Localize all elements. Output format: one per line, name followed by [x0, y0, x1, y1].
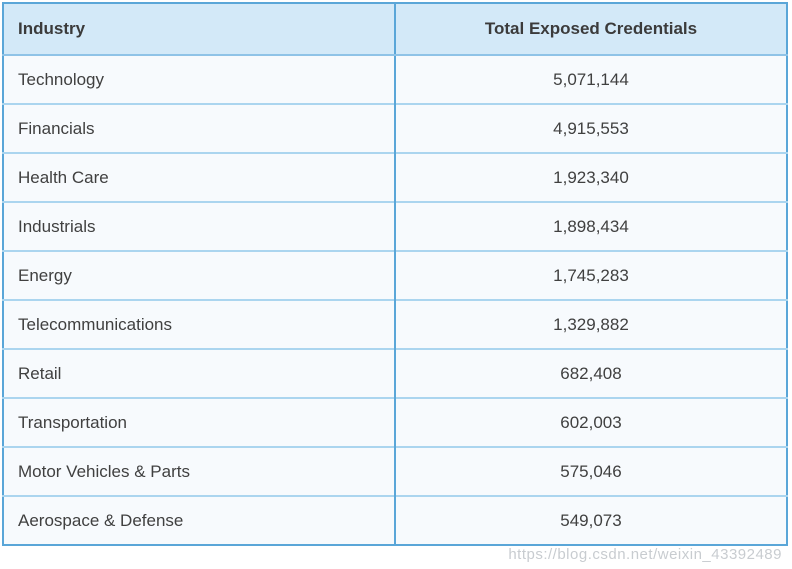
industry-cell: Financials: [3, 103, 395, 153]
table-body: Technology 5,071,144 Financials 4,915,553 He…: [3, 55, 787, 545]
header-total-exposed-credentials: Total Exposed Credentials: [394, 3, 787, 56]
credentials-cell: 575,046: [394, 446, 787, 496]
table-header: Industry Total Exposed Credentials: [3, 3, 787, 56]
credentials-cell: 1,923,340: [394, 152, 787, 202]
table-row: Aerospace & Defense 549,073: [3, 495, 787, 545]
industry-cell: Health Care: [3, 152, 395, 202]
table-row: Health Care 1,923,340: [3, 152, 787, 202]
credentials-cell: 682,408: [394, 348, 787, 398]
credentials-cell: 1,898,434: [394, 201, 787, 251]
table-row: Retail 682,408: [3, 348, 787, 398]
exposed-credentials-table: Industry Total Exposed Credentials Techn…: [2, 2, 788, 546]
industry-cell: Telecommunications: [3, 299, 395, 349]
header-industry: Industry: [3, 3, 395, 56]
credentials-cell: 549,073: [394, 495, 787, 545]
industry-cell: Aerospace & Defense: [3, 495, 395, 545]
industry-cell: Energy: [3, 250, 395, 300]
header-row: Industry Total Exposed Credentials: [3, 3, 787, 56]
table-row: Motor Vehicles & Parts 575,046: [3, 446, 787, 496]
credentials-cell: 1,745,283: [394, 250, 787, 300]
table-row: Transportation 602,003: [3, 397, 787, 447]
csdn-watermark: https://blog.csdn.net/weixin_43392489: [508, 546, 782, 563]
industry-cell: Industrials: [3, 201, 395, 251]
credentials-cell: 5,071,144: [394, 55, 787, 104]
credentials-cell: 4,915,553: [394, 103, 787, 153]
table-row: Energy 1,745,283: [3, 250, 787, 300]
table-row: Telecommunications 1,329,882: [3, 299, 787, 349]
table-row: Financials 4,915,553: [3, 103, 787, 153]
exposed-credentials-table-container: Industry Total Exposed Credentials Techn…: [2, 2, 788, 546]
industry-cell: Retail: [3, 348, 395, 398]
credentials-cell: 602,003: [394, 397, 787, 447]
credentials-cell: 1,329,882: [394, 299, 787, 349]
table-row: Technology 5,071,144: [3, 55, 787, 104]
table-row: Industrials 1,898,434: [3, 201, 787, 251]
industry-cell: Technology: [3, 55, 395, 104]
industry-cell: Transportation: [3, 397, 395, 447]
industry-cell: Motor Vehicles & Parts: [3, 446, 395, 496]
